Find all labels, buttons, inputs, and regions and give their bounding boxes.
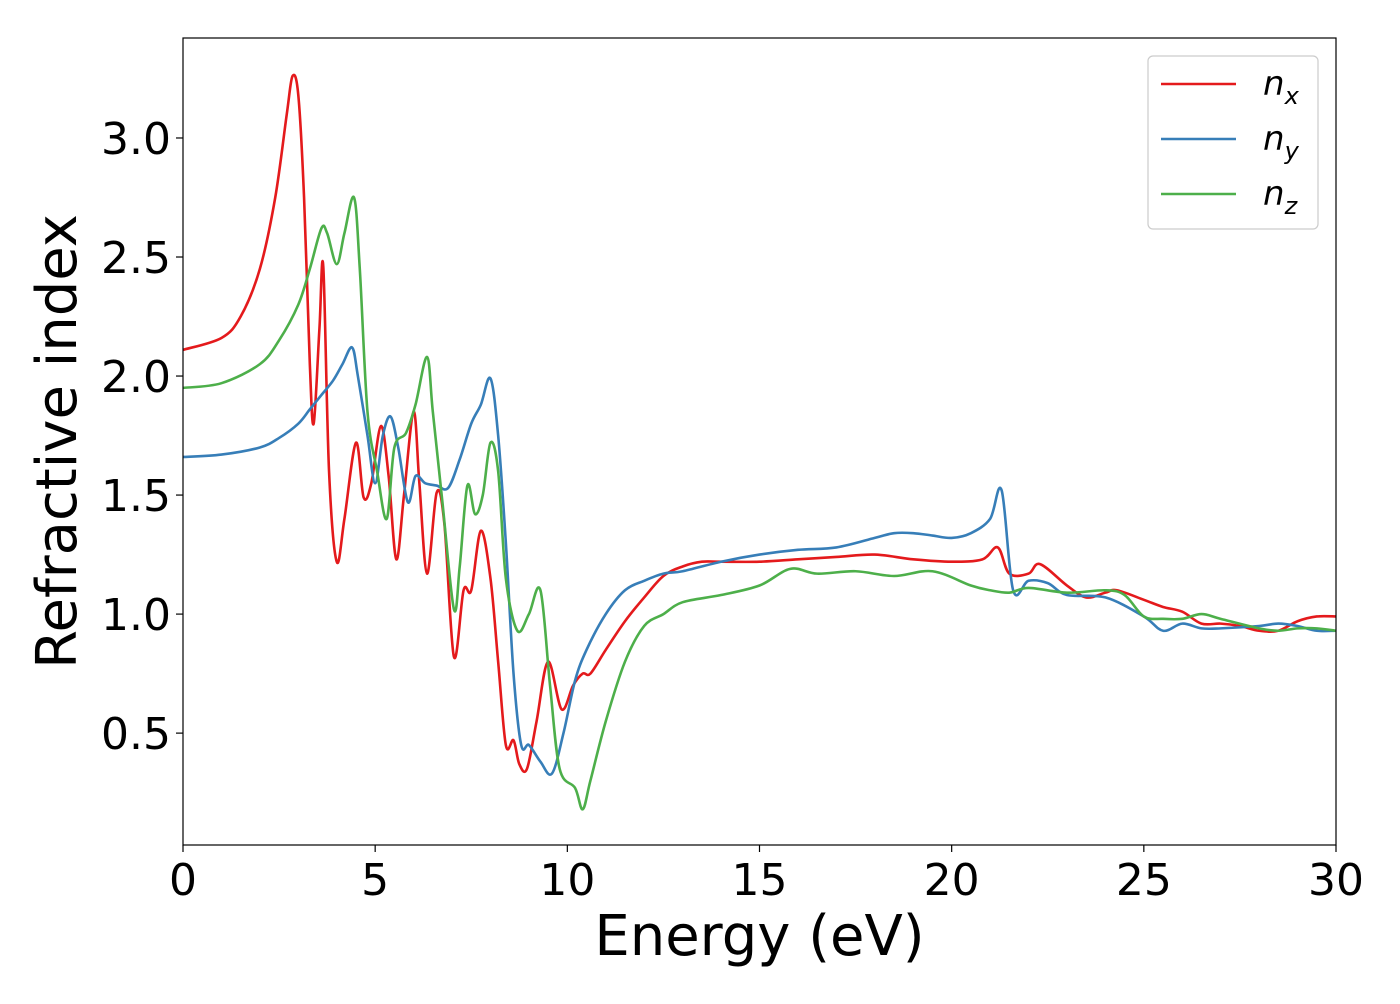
x-tick-label: 20 (924, 855, 980, 906)
legend-label-main: n (1263, 119, 1285, 159)
x-tick-label: 10 (539, 855, 595, 906)
legend-label-subscript: y (1284, 137, 1300, 165)
x-axis-ticks: 0 5 10 15 20 25 30 (169, 845, 1364, 906)
legend-label-main: n (1263, 174, 1285, 214)
legend-item-n-y: ny (1161, 119, 1300, 165)
axes: 0 5 10 15 20 25 30 0.5 1.0 1.5 2.0 2.5 3.0 Energy (… (25, 37, 1364, 969)
legend-label: nx (1263, 64, 1300, 110)
legend-item-n-z: nz (1161, 174, 1299, 220)
x-tick-label: 5 (361, 855, 389, 906)
legend-label-subscript: z (1284, 192, 1299, 220)
y-tick-label: 1.0 (101, 590, 171, 641)
x-tick-label: 30 (1308, 855, 1364, 906)
y-axis-label: Refractive index (25, 214, 90, 669)
y-tick-label: 0.5 (101, 709, 171, 760)
x-tick-label: 15 (732, 855, 788, 906)
y-axis-ticks: 0.5 1.0 1.5 2.0 2.5 3.0 (101, 114, 183, 760)
legend-label-subscript: x (1284, 82, 1300, 110)
y-tick-label: 3.0 (101, 114, 171, 165)
y-tick-label: 2.5 (101, 233, 171, 284)
series-line-n-z (183, 195, 1336, 811)
legend-label: ny (1263, 119, 1300, 165)
legend-label-main: n (1263, 64, 1285, 104)
series-line-n-y (183, 346, 1336, 776)
y-tick-label: 1.5 (101, 471, 171, 522)
legend-box (1147, 55, 1319, 230)
series-line-n-x (183, 73, 1336, 774)
x-axis-label: Energy (eV) (594, 904, 924, 969)
x-tick-label: 0 (169, 855, 197, 906)
plot-area (183, 73, 1336, 811)
legend-label: nz (1263, 174, 1299, 220)
y-tick-label: 2.0 (101, 352, 171, 403)
legend-item-n-x: nx (1161, 64, 1300, 110)
x-tick-label: 25 (1116, 855, 1172, 906)
